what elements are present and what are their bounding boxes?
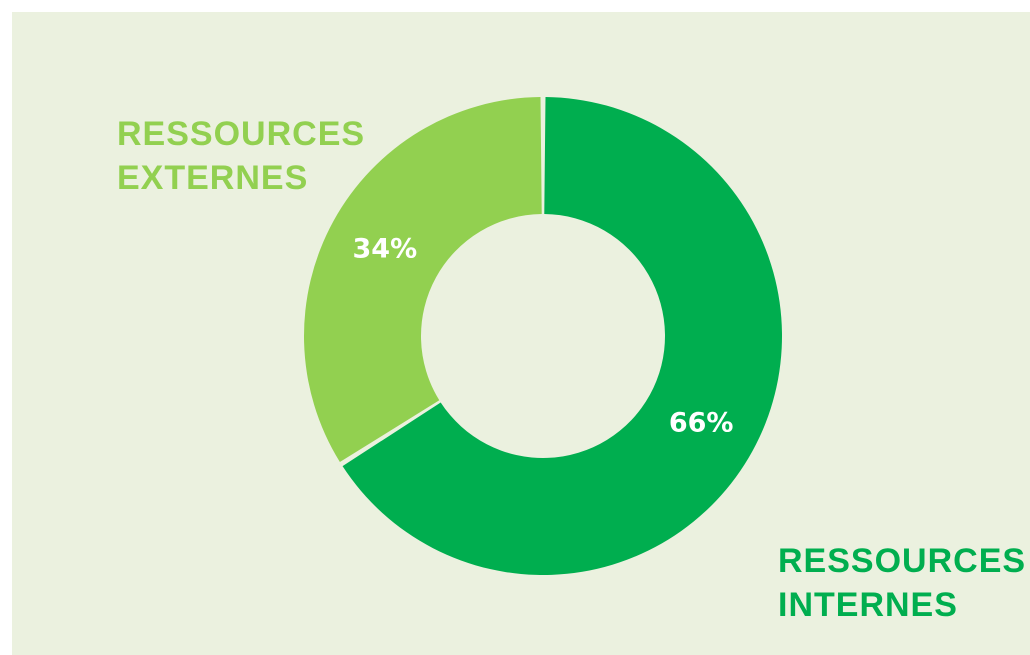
donut-chart: 66% 34%	[303, 97, 782, 576]
slice-ressources-internes	[342, 97, 782, 576]
slice-ressources-externes	[303, 97, 542, 462]
category-label-ressources-internes: RESSOURCES INTERNES	[778, 539, 1026, 627]
category-label-line-2: EXTERNES	[117, 159, 309, 197]
chart-panel: 66% 34% RESSOURCES EXTERNES RESSOURCES IN…	[12, 12, 1030, 655]
category-label-ressources-externes: RESSOURCES EXTERNES	[117, 112, 365, 200]
data-label-ressources-externes: 34%	[353, 234, 418, 265]
category-label-line-1: RESSOURCES	[778, 542, 1027, 580]
category-label-line-2: INTERNES	[778, 586, 958, 624]
data-label-ressources-internes: 66%	[669, 407, 734, 438]
category-label-line-1: RESSOURCES	[117, 115, 366, 153]
